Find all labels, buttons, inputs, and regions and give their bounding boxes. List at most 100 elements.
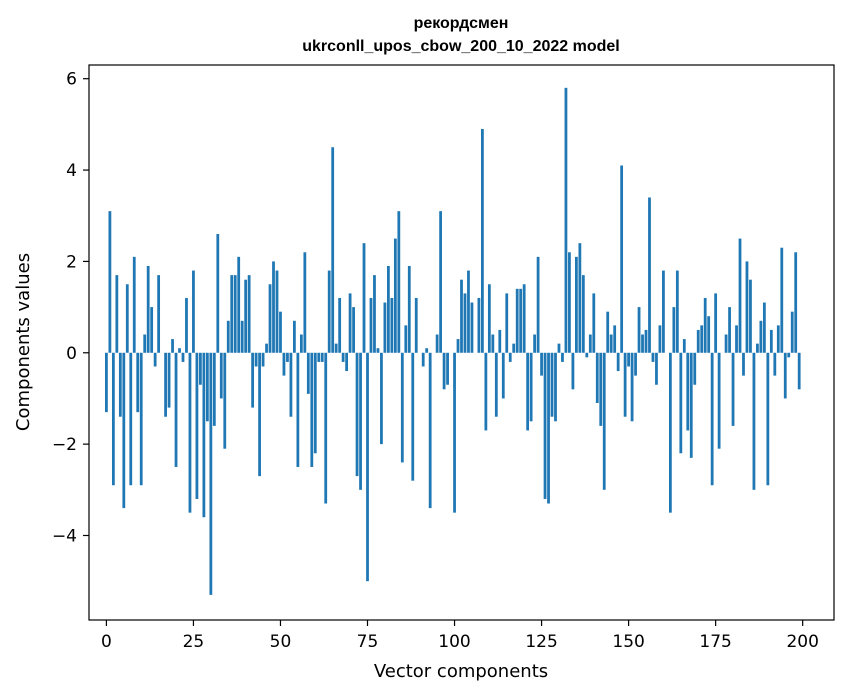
bar xyxy=(675,270,679,353)
bar xyxy=(592,293,596,353)
bar xyxy=(787,352,791,358)
bar xyxy=(352,307,355,353)
bar xyxy=(564,87,568,353)
bar xyxy=(237,256,241,353)
bar xyxy=(769,329,773,353)
x-tick-label: 75 xyxy=(357,632,379,652)
bar xyxy=(797,352,801,390)
bar xyxy=(393,238,397,353)
bar xyxy=(115,275,119,353)
bar xyxy=(540,352,543,376)
x-tick-label: 200 xyxy=(786,632,818,652)
bar xyxy=(745,261,749,353)
x-tick-label: 175 xyxy=(699,632,731,652)
bar xyxy=(756,343,759,353)
bar xyxy=(460,279,463,353)
bar xyxy=(428,352,432,509)
bar xyxy=(547,352,550,504)
bar xyxy=(498,329,502,353)
bar xyxy=(783,352,787,399)
bar xyxy=(519,288,523,353)
bar xyxy=(171,339,174,353)
y-tick-label: 6 xyxy=(66,70,77,90)
bar xyxy=(644,329,648,353)
bar xyxy=(192,270,195,353)
bar xyxy=(790,311,794,353)
bar xyxy=(139,352,143,486)
bar xyxy=(164,352,167,417)
bar xyxy=(366,352,369,582)
bar xyxy=(397,211,401,353)
bar xyxy=(230,275,234,353)
bar xyxy=(613,325,617,353)
bar xyxy=(543,352,547,499)
bar xyxy=(108,211,112,353)
bar xyxy=(508,352,512,362)
bar xyxy=(439,211,443,353)
y-tick-label: −4 xyxy=(52,526,77,546)
bar xyxy=(400,352,404,463)
bar xyxy=(153,352,157,367)
bar xyxy=(693,352,697,385)
bar xyxy=(630,352,634,422)
bar xyxy=(515,288,519,353)
bar xyxy=(700,325,704,353)
bar xyxy=(505,293,509,353)
bar xyxy=(749,279,752,353)
bar xyxy=(118,352,122,417)
bar xyxy=(776,325,780,353)
x-tick-label: 125 xyxy=(525,632,557,652)
bar xyxy=(672,307,676,353)
bar xyxy=(143,334,147,353)
bar xyxy=(296,352,300,467)
bar xyxy=(258,352,261,477)
bar xyxy=(446,352,449,385)
bar xyxy=(512,343,516,353)
bar xyxy=(578,243,582,353)
bar xyxy=(522,284,526,353)
bar xyxy=(780,247,784,353)
bar xyxy=(435,334,439,353)
bar xyxy=(306,352,310,394)
x-tick-label: 150 xyxy=(612,632,644,652)
bar xyxy=(609,334,613,353)
bar xyxy=(738,238,742,353)
bar xyxy=(338,297,342,353)
x-tick-label: 100 xyxy=(438,632,470,652)
bar xyxy=(679,352,683,454)
bar xyxy=(150,307,154,353)
bar xyxy=(286,352,289,362)
bar xyxy=(554,352,557,422)
bar xyxy=(735,325,738,353)
bar xyxy=(759,320,763,353)
bar xyxy=(247,275,251,353)
bar xyxy=(205,352,209,422)
bar xyxy=(602,352,606,490)
bar xyxy=(627,352,630,367)
bar xyxy=(762,302,766,353)
bar xyxy=(533,334,536,353)
bar xyxy=(585,352,589,358)
bar xyxy=(334,343,338,353)
bar xyxy=(181,352,185,362)
bar xyxy=(223,352,227,449)
bar xyxy=(557,343,561,353)
bar xyxy=(682,339,686,353)
bar xyxy=(136,352,140,413)
bar xyxy=(331,147,335,353)
bar xyxy=(369,297,373,353)
bar xyxy=(373,275,376,353)
bar xyxy=(710,352,714,486)
bar xyxy=(146,265,150,353)
bar xyxy=(606,311,610,353)
x-axis: 0 25 50 75 100 125 150 175 200 xyxy=(101,620,819,652)
bar xyxy=(289,352,293,417)
bar xyxy=(129,352,133,486)
bar xyxy=(641,334,644,353)
bar xyxy=(362,243,366,353)
bar xyxy=(293,320,296,353)
bar xyxy=(480,128,484,353)
bar xyxy=(265,343,268,353)
bar xyxy=(355,352,359,477)
chart-title-line1: рекордсмен xyxy=(414,15,509,32)
